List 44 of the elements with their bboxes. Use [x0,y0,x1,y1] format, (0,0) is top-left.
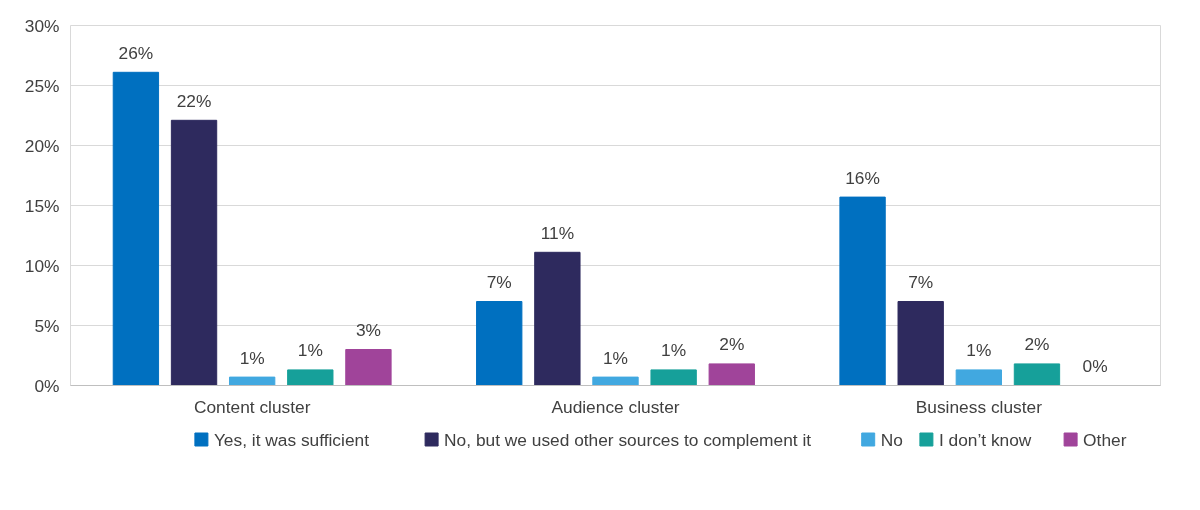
bar [345,349,392,386]
data-label: 26% [118,42,154,63]
legend-label: No, but we used other sources to complement it [444,429,812,450]
data-label: 22% [176,90,212,111]
legend-label: Other [1083,429,1127,450]
x-tick-label: Audience cluster [551,396,680,417]
data-label: 16% [845,167,880,188]
bar [534,251,581,386]
bar [170,119,218,386]
bar [228,376,276,386]
x-tick-label: Content cluster [193,396,311,417]
bar [897,301,944,386]
bar [287,369,334,386]
y-tick-label: 20% [24,135,60,156]
data-label: 2% [719,334,745,355]
bar [592,376,639,386]
data-label: 2% [1024,334,1050,355]
y-tick-label: 15% [24,195,60,216]
bar [112,71,160,386]
bar [476,301,523,386]
bar [839,196,886,386]
bar [708,363,755,386]
data-label: 11% [540,222,575,243]
x-tick-label: Business cluster [915,396,1043,417]
bar [1013,363,1061,386]
data-label: 3% [355,319,381,340]
data-label: 1% [602,347,629,368]
y-tick-label: 30% [24,15,60,36]
y-tick-label: 25% [24,75,60,96]
data-label: 1% [661,340,687,361]
data-label: 7% [908,271,934,292]
data-label: 0% [1082,355,1108,376]
data-label: 1% [297,340,323,361]
bar [650,369,697,386]
y-tick-label: 5% [34,315,60,336]
bar [955,369,1003,386]
data-label: 7% [486,271,512,292]
legend-label: Yes, it was sufficient [213,429,370,450]
data-label: 1% [239,347,265,368]
y-tick-label: 10% [24,255,60,276]
legend-label: No [880,429,903,450]
legend-label: I don’t know [938,429,1032,450]
y-tick-label: 0% [34,375,60,396]
data-label: 1% [966,340,992,361]
